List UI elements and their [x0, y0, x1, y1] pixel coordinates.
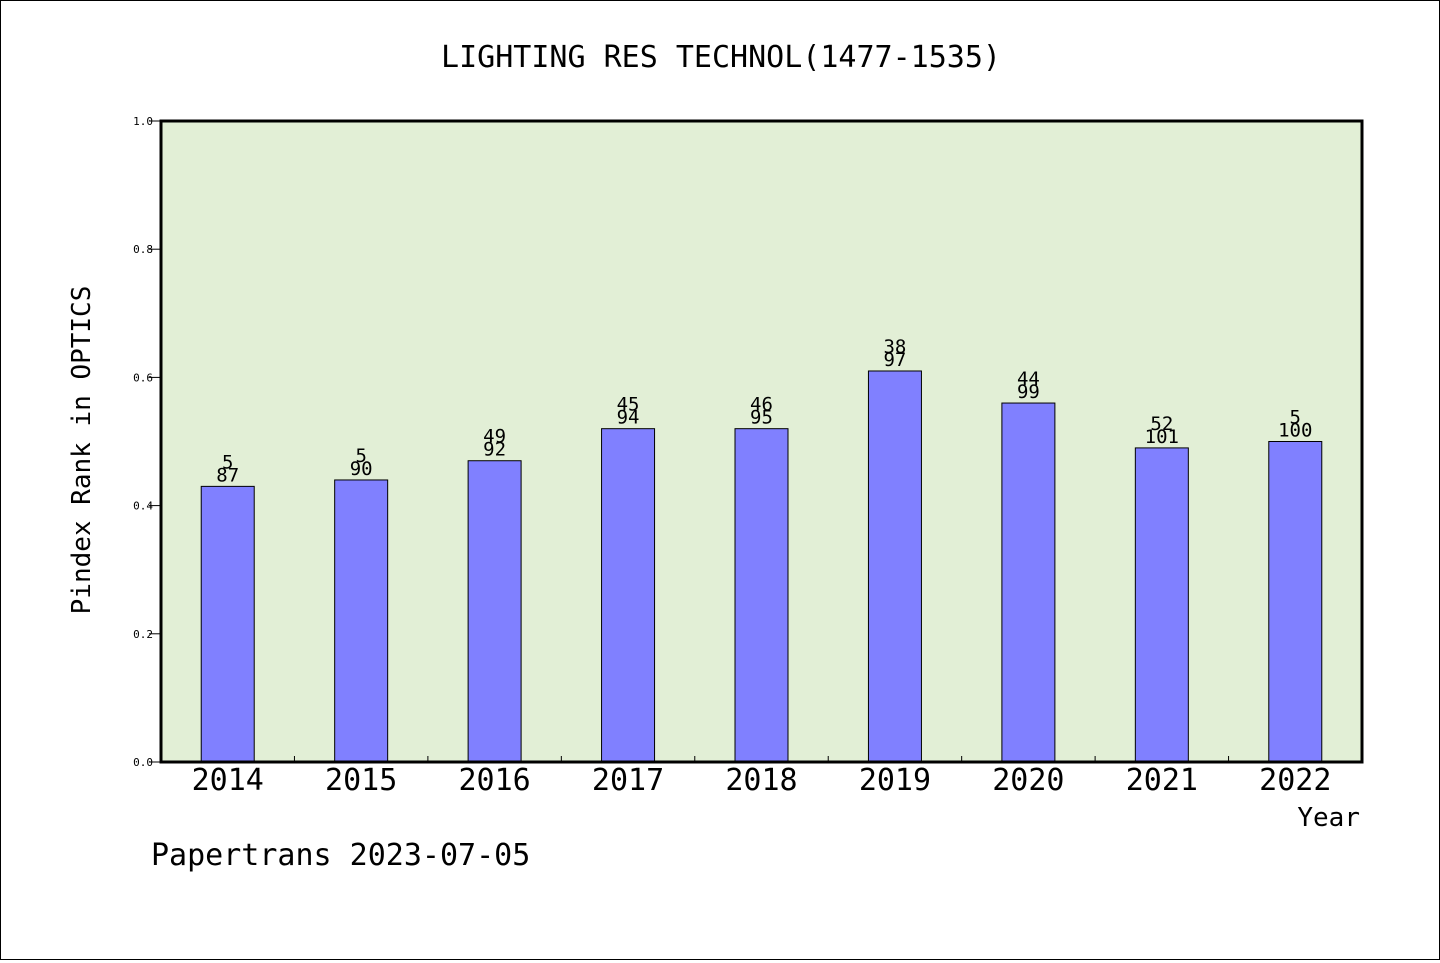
chart-title: LIGHTING RES TECHNOL(1477-1535) [441, 40, 1001, 75]
bar-label-top: 52 [1150, 413, 1173, 435]
bar [1134, 447, 1189, 763]
bar [1268, 441, 1323, 763]
bar-label-top: 5 [222, 451, 233, 473]
bar-label-top: 45 [617, 394, 640, 416]
bar [467, 460, 522, 763]
x-tick-label: 2017 [592, 763, 664, 798]
y-tick-label: 0.2 [133, 628, 153, 641]
x-tick-label: 2019 [859, 763, 931, 798]
bar-label-top: 38 [883, 336, 906, 358]
bar-label-bottom: 99 [1017, 381, 1040, 403]
bar-label-top: 5 [1290, 407, 1301, 429]
bar-label-top: 5 [355, 445, 366, 467]
bar-label-top: 49 [483, 426, 506, 448]
y-tick-label: 0.0 [133, 756, 153, 769]
y-tick-label: 0.8 [133, 243, 153, 256]
bar-label-bottom: 95 [750, 407, 773, 429]
bar [867, 370, 922, 763]
x-axis-label: Year [1297, 803, 1360, 833]
bar-label-bottom: 100 [1278, 420, 1312, 442]
bar [601, 428, 656, 763]
y-tick-label: 0.4 [133, 500, 153, 513]
y-axis: 0.0 0.2 0.4 0.6 0.8 1.0 [133, 115, 161, 769]
x-tick-label: 2016 [458, 763, 530, 798]
x-tick-label: 2022 [1259, 763, 1331, 798]
bar [200, 485, 255, 763]
bar-label-top: 44 [1017, 368, 1040, 390]
bar-label-bottom: 94 [617, 407, 640, 429]
y-tick-label: 1.0 [133, 115, 153, 128]
x-axis: 2014 2015 2016 2017 2018 2019 2020 2021 2022 [192, 756, 1331, 798]
x-tick-label: 2021 [1126, 763, 1198, 798]
footer-credit: Papertrans 2023-07-05 [151, 838, 530, 873]
bar-label-bottom: 92 [483, 439, 506, 461]
bar-label-bottom: 87 [216, 464, 239, 486]
bar-label-bottom: 101 [1145, 426, 1179, 448]
x-tick-label: 2020 [992, 763, 1064, 798]
bar-label-bottom: 90 [350, 458, 373, 480]
x-tick-label: 2015 [325, 763, 397, 798]
x-tick-label: 2018 [725, 763, 797, 798]
bar [334, 479, 389, 763]
bar-label-bottom: 97 [883, 349, 906, 371]
y-tick-label: 0.6 [133, 371, 153, 384]
bar-label-top: 46 [750, 394, 773, 416]
x-tick-label: 2014 [192, 763, 264, 798]
plot-border [159, 119, 1364, 764]
y-axis-label: Pindex Rank in OPTICS [67, 286, 97, 615]
bar [1001, 402, 1056, 763]
bar [734, 428, 789, 763]
